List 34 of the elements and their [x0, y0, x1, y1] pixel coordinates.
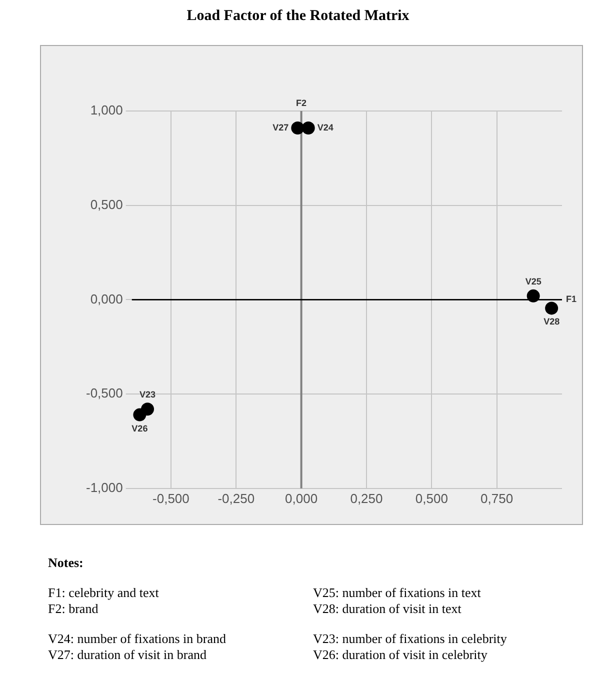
annotation: V28 — [544, 316, 560, 327]
annotation: V25 — [525, 276, 542, 286]
x-tick-label: 0,250 — [350, 490, 383, 506]
text: V27: duration of visit in brand — [48, 647, 208, 663]
x-axis-title: F1 — [566, 294, 577, 304]
chart-title: Load Factor of the Rotated Matrix — [186, 8, 410, 25]
x-tick-label: 0,000 — [285, 490, 318, 506]
text: V26: duration of visit in celebrity — [313, 647, 488, 663]
x-tick-label: 0,500 — [415, 490, 448, 506]
y-tick-label: 0,000 — [90, 291, 123, 306]
y-axis-title: F2 — [296, 98, 307, 108]
text: F2: brand — [48, 601, 100, 617]
annotation: V26 — [132, 423, 148, 434]
point — [302, 121, 315, 134]
text: V28: duration of visit in text — [313, 601, 462, 617]
point — [291, 121, 304, 134]
text: V23: number of fixations in celebrity — [313, 631, 508, 647]
text: V25: number of fixations in text — [313, 585, 482, 601]
point — [133, 408, 146, 422]
text: F1: celebrity and text — [48, 585, 160, 601]
annotation: V23 — [139, 390, 156, 400]
y-tick-label: 0,500 — [90, 196, 123, 212]
annotation: V27 — [272, 122, 289, 132]
annotation: V24 — [317, 122, 334, 132]
text: V24: number of fixations in brand — [48, 631, 227, 647]
x-tick-label: 0,750 — [480, 490, 514, 506]
point — [545, 302, 558, 315]
text: Notes: — [48, 555, 84, 571]
y-tick-label: -1,000 — [86, 480, 123, 495]
x-tick-label: -0,500 — [152, 490, 190, 506]
y-tick-label: 1,000 — [90, 102, 123, 118]
point — [526, 289, 540, 302]
y-tick-label: -0,500 — [86, 386, 123, 401]
x-tick-label: -0,250 — [218, 490, 255, 506]
